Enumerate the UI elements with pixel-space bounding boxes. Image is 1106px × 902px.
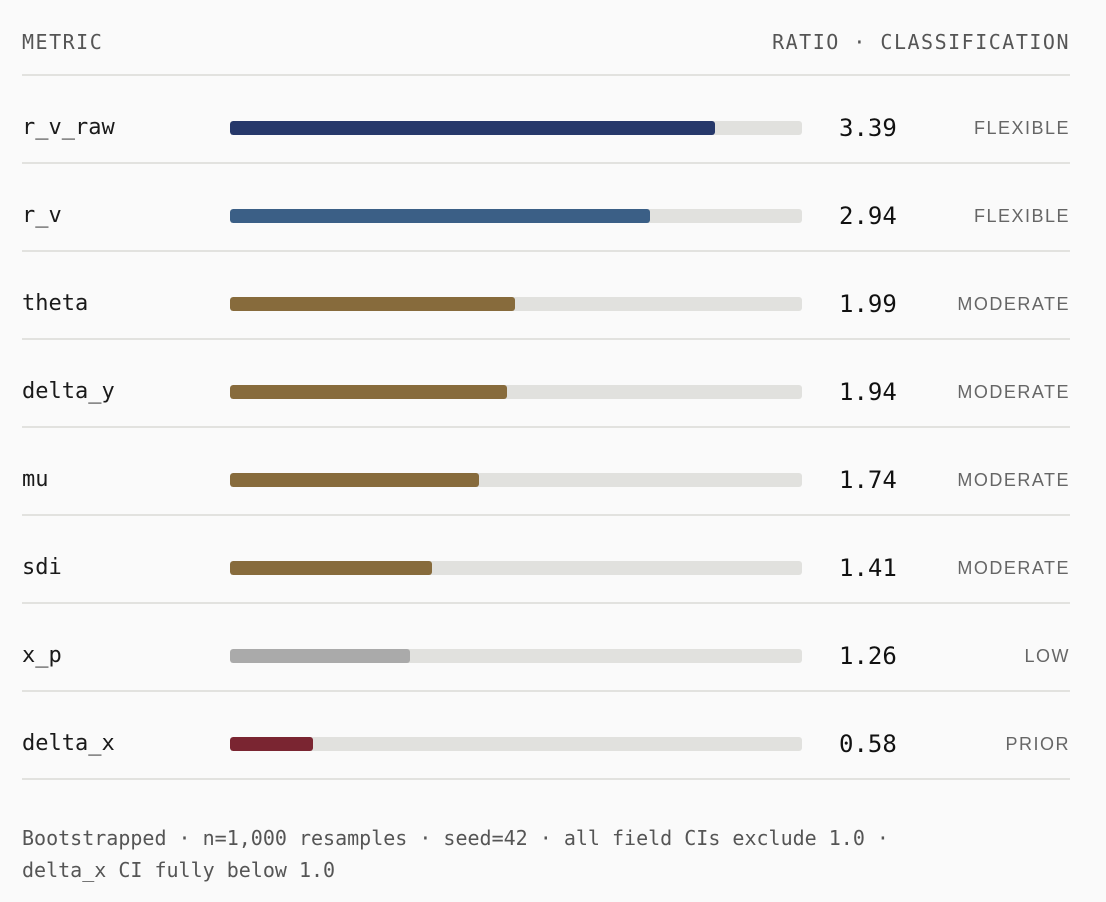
metric-label: delta_x: [22, 731, 115, 756]
bar-row: r_v_raw 3.39 FLEXIBLE: [22, 76, 1070, 164]
bar-fill: [230, 121, 715, 135]
bar-track: [230, 473, 802, 487]
bar-fill: [230, 561, 432, 575]
bar-track: [230, 209, 802, 223]
metric-label: r_v: [22, 203, 62, 228]
ratio-value: 1.94: [839, 378, 897, 406]
ratio-value: 1.41: [839, 554, 897, 582]
bar-fill: [230, 473, 479, 487]
footnote-line-2: delta_x CI fully below 1.0: [22, 858, 336, 882]
classification-label: MODERATE: [957, 382, 1070, 402]
table-header: METRIC RATIO · CLASSIFICATION: [22, 0, 1070, 76]
chart-panel: METRIC RATIO · CLASSIFICATION r_v_raw 3.3…: [22, 0, 1070, 780]
bar-fill: [230, 297, 515, 311]
classification-label: PRIOR: [1005, 734, 1070, 754]
metric-column-header: METRIC: [22, 30, 104, 54]
classification-label: MODERATE: [957, 558, 1070, 578]
metric-label: mu: [22, 467, 49, 492]
metric-label: x_p: [22, 643, 62, 668]
bar-row: x_p 1.26 LOW: [22, 604, 1070, 692]
bar-track: [230, 649, 802, 663]
bar-row: r_v 2.94 FLEXIBLE: [22, 164, 1070, 252]
bar-fill: [230, 385, 507, 399]
ratio-value: 2.94: [839, 202, 897, 230]
classification-label: LOW: [1024, 646, 1070, 666]
bar-track: [230, 121, 802, 135]
ratio-value: 0.58: [839, 730, 897, 758]
metric-label: theta: [22, 291, 89, 316]
bar-fill: [230, 209, 650, 223]
bar-row: delta_x 0.58 PRIOR: [22, 692, 1070, 780]
classification-label: FLEXIBLE: [973, 206, 1070, 226]
bar-fill: [230, 737, 313, 751]
bar-row: mu 1.74 MODERATE: [22, 428, 1070, 516]
metric-label: r_v_raw: [22, 115, 115, 140]
classification-label: MODERATE: [957, 470, 1070, 490]
ratio-value: 1.26: [839, 642, 897, 670]
metric-label: sdi: [22, 555, 62, 580]
bar-track: [230, 561, 802, 575]
bar-fill: [230, 649, 410, 663]
ratio-value: 1.99: [839, 290, 897, 318]
bar-row: sdi 1.41 MODERATE: [22, 516, 1070, 604]
bar-rows: r_v_raw 3.39 FLEXIBLE r_v 2.94 FLEXIBLE theta 1…: [22, 76, 1070, 780]
ratio-classification-column-header: RATIO · CLASSIFICATION: [772, 30, 1070, 54]
bar-track: [230, 297, 802, 311]
classification-label: MODERATE: [957, 294, 1070, 314]
bar-row: theta 1.99 MODERATE: [22, 252, 1070, 340]
bar-row: delta_y 1.94 MODERATE: [22, 340, 1070, 428]
metric-label: delta_y: [22, 379, 115, 404]
bar-track: [230, 737, 802, 751]
classification-label: FLEXIBLE: [973, 118, 1070, 138]
ratio-value: 1.74: [839, 466, 897, 494]
ratio-value: 3.39: [839, 114, 897, 142]
footnote: Bootstrapped · n=1,000 resamples · seed=…: [22, 822, 1082, 886]
footnote-line-1: Bootstrapped · n=1,000 resamples · seed=…: [22, 826, 889, 850]
bar-track: [230, 385, 802, 399]
